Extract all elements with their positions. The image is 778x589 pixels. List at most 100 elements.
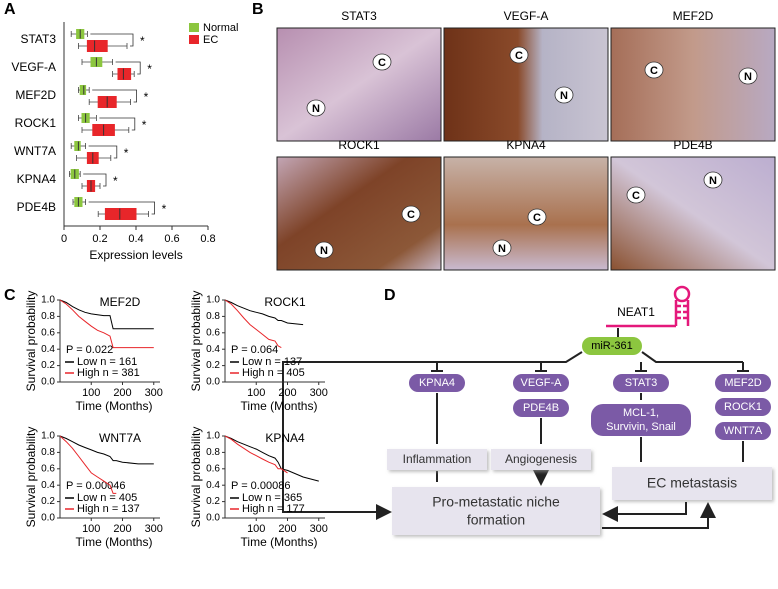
rna-loop <box>673 285 691 303</box>
arrow <box>602 502 716 529</box>
node <box>513 374 569 392</box>
x-tick-label: 0.2 <box>92 233 107 245</box>
y-tick-label: 1.0 <box>206 431 220 442</box>
region-label: N <box>744 71 752 83</box>
node-label: formation <box>467 512 525 528</box>
image-title: KPNA4 <box>506 138 546 152</box>
y-axis-title: Survival probability <box>24 427 38 528</box>
y-tick-label: 0.6 <box>41 463 55 474</box>
node <box>582 337 642 355</box>
micrograph <box>276 27 442 142</box>
y-tick-label: 1.0 <box>206 295 220 306</box>
node <box>612 467 772 500</box>
x-tick-label: 200 <box>278 523 296 535</box>
y-tick-label: 1.0 <box>41 431 55 442</box>
arrow <box>436 393 744 482</box>
node <box>715 422 771 440</box>
y-tick-label: 0.6 <box>206 463 220 474</box>
legend-label: Low n = 405 <box>77 492 137 504</box>
survival-curve <box>224 299 282 349</box>
x-tick-label: 100 <box>247 387 265 399</box>
y-tick-label: 1.0 <box>41 295 55 306</box>
micrograph <box>443 27 609 142</box>
chart-title: MEF2D <box>100 295 141 309</box>
node <box>513 399 569 417</box>
node-label: KPNA4 <box>419 377 455 389</box>
node-label: Pro-metastatic niche <box>432 494 560 510</box>
region-label: N <box>709 175 717 187</box>
chart-title: WNT7A <box>99 431 141 445</box>
y-tick-label: 0.4 <box>41 480 55 491</box>
category-label: VEGF-A <box>11 60 56 74</box>
y-tick-label: 0.2 <box>41 360 55 371</box>
panel-label: B <box>252 1 264 18</box>
panel-label: C <box>4 287 16 304</box>
legend-swatch <box>189 35 199 44</box>
survival-curve <box>224 435 319 482</box>
x-tick-label: 200 <box>278 387 296 399</box>
image-title: VEGF-A <box>504 9 549 23</box>
micrograph <box>610 27 776 142</box>
p-value: P = 0.00086 <box>231 480 290 492</box>
legend-label: Low n = 137 <box>242 356 302 368</box>
significance-label: * <box>124 146 129 160</box>
panel-label: A <box>4 1 16 18</box>
panel-labels: A B C D <box>4 1 396 304</box>
survival-curve <box>59 435 117 494</box>
node-label: VEGF-A <box>521 377 563 389</box>
significance-bracket <box>115 61 141 75</box>
y-tick-label: 0.8 <box>41 447 55 458</box>
region-label: C <box>378 57 386 69</box>
x-axis-title: Expression levels <box>89 248 182 262</box>
region-marker <box>644 61 664 79</box>
significance-bracket <box>90 33 134 47</box>
region-marker <box>492 239 512 257</box>
box <box>117 68 132 80</box>
legend-swatch <box>189 23 199 32</box>
x-tick-label: 300 <box>145 523 163 535</box>
inhibit-edge <box>431 362 749 372</box>
legend-label: Low n = 161 <box>77 356 137 368</box>
node-label: NEAT1 <box>617 305 655 319</box>
region-marker <box>314 241 334 259</box>
y-tick-label: 0.8 <box>41 311 55 322</box>
significance-bracket <box>83 173 107 187</box>
survival-curve <box>224 299 304 326</box>
node <box>491 449 591 470</box>
region-label: C <box>407 209 415 221</box>
diagram: NEAT1 miR-361 KPNA4 VEGF-A PDE4B STAT3 M… <box>282 285 772 535</box>
box <box>79 85 87 95</box>
node <box>409 374 465 392</box>
category-label: PDE4B <box>17 200 56 214</box>
category-label: WNT7A <box>14 144 56 158</box>
legend-label: High n = 405 <box>242 367 305 379</box>
node-label: miR-361 <box>591 340 633 352</box>
y-tick-label: 0.2 <box>206 360 220 371</box>
node <box>392 487 600 535</box>
category-label: MEF2D <box>15 88 56 102</box>
region-label: N <box>498 243 506 255</box>
node <box>387 449 487 470</box>
x-tick-label: 300 <box>310 523 328 535</box>
y-tick-label: 0.0 <box>206 513 220 524</box>
significance-label: * <box>113 174 118 188</box>
region-marker <box>527 208 547 226</box>
y-tick-label: 0.2 <box>206 496 220 507</box>
x-tick-label: 200 <box>113 523 131 535</box>
significance-bracket <box>92 89 137 103</box>
panel-label: D <box>384 287 396 304</box>
region-label: N <box>312 103 320 115</box>
chart-title: ROCK1 <box>264 295 306 309</box>
legend-label: Low n = 365 <box>242 492 302 504</box>
significance-label: * <box>142 118 147 132</box>
y-tick-label: 0.2 <box>41 496 55 507</box>
legend-label: High n = 381 <box>77 367 140 379</box>
survival-curve <box>59 299 154 349</box>
y-axis-title: Survival probability <box>24 291 38 392</box>
x-axis-title: Time (Months) <box>241 535 318 549</box>
y-tick-label: 0.0 <box>41 377 55 388</box>
node-label: STAT3 <box>625 377 658 389</box>
x-tick-label: 200 <box>113 387 131 399</box>
x-tick-label: 300 <box>310 387 328 399</box>
category-label: ROCK1 <box>15 116 57 130</box>
